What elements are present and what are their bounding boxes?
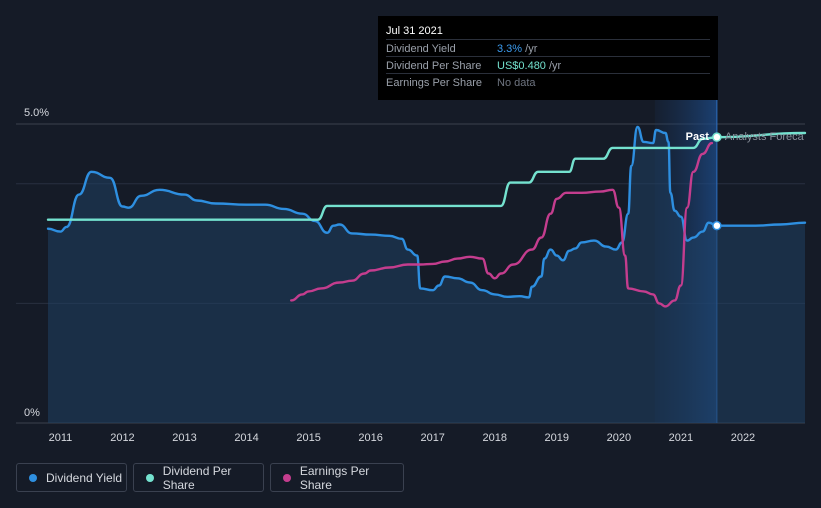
- tooltip-row-dividend-yield: Dividend Yield 3.3% /yr: [386, 39, 710, 57]
- past-label: Past: [686, 131, 710, 143]
- x-tick-label: 2022: [731, 432, 755, 444]
- tooltip-value-text: 3.3%: [497, 43, 523, 55]
- tooltip-date: Jul 31 2021: [386, 25, 443, 37]
- dividend-yield-marker: [712, 220, 722, 231]
- earnings-per-share-line: [290, 141, 714, 308]
- tooltip-value: US$0.480 /yr: [497, 60, 561, 72]
- forecast-label: Analysts Foreca: [725, 131, 805, 143]
- tooltip-value-text: No data: [497, 77, 536, 89]
- tooltip-unit: /yr: [522, 43, 538, 55]
- tooltip-value: 3.3% /yr: [497, 43, 537, 55]
- tooltip-label: Earnings Per Share: [386, 77, 482, 89]
- x-tick-label: 2013: [172, 432, 196, 444]
- dividend-yield-area: [48, 127, 805, 423]
- tooltip-value: No data: [497, 77, 536, 89]
- legend-item-dividend-per-share[interactable]: Dividend Per Share: [133, 463, 264, 492]
- x-tick-label: 2014: [234, 432, 258, 444]
- legend-item-earnings-per-share[interactable]: Earnings Per Share: [270, 463, 404, 492]
- dividend-yield-line: [46, 125, 807, 299]
- x-tick-label: 2011: [49, 432, 73, 444]
- legend-label: Dividend Per Share: [162, 463, 232, 492]
- x-tick-label: 2015: [296, 432, 320, 444]
- x-tick-label: 2018: [483, 432, 507, 444]
- x-tick-label: 2019: [545, 432, 569, 444]
- series-layer: [46, 125, 807, 423]
- axis-layer: 5.0% 0% 2011 2012 2013 2014 2015 2016 2017 2018 20…: [24, 107, 755, 444]
- y-tick-label: 0%: [24, 407, 40, 419]
- tooltip-row-dividend-per-share: Dividend Per Share US$0.480 /yr: [386, 56, 710, 74]
- dividend-per-share-marker: [712, 132, 722, 142]
- legend-dot-icon: [146, 473, 154, 482]
- tooltip-value-text: US$0.480: [497, 60, 546, 72]
- legend-dot-icon: [283, 473, 291, 482]
- tooltip-row-earnings-per-share: Earnings Per Share No data: [386, 73, 710, 91]
- tooltip-unit: /yr: [545, 60, 562, 72]
- y-tick-label: 5.0%: [24, 107, 49, 119]
- x-tick-label: 2016: [358, 432, 382, 444]
- legend-label: Dividend Yield: [46, 470, 123, 485]
- data-tooltip: Jul 31 2021 Dividend Yield 3.3% /yr Divi…: [378, 16, 718, 100]
- x-tick-label: 2012: [110, 432, 134, 444]
- tooltip-label: Dividend Per Share: [386, 60, 482, 72]
- dividend-per-share-line: [46, 131, 807, 221]
- x-tick-label: 2021: [669, 432, 693, 444]
- x-tick-label: 2017: [420, 432, 444, 444]
- x-tick-label: 2020: [607, 432, 631, 444]
- tooltip-label: Dividend Yield: [386, 43, 456, 55]
- legend-dot-icon: [29, 473, 37, 482]
- legend-item-dividend-yield[interactable]: Dividend Yield: [16, 463, 127, 492]
- marker-layer: Past Analysts Foreca: [686, 131, 805, 231]
- legend-label: Earnings Per Share: [299, 463, 370, 492]
